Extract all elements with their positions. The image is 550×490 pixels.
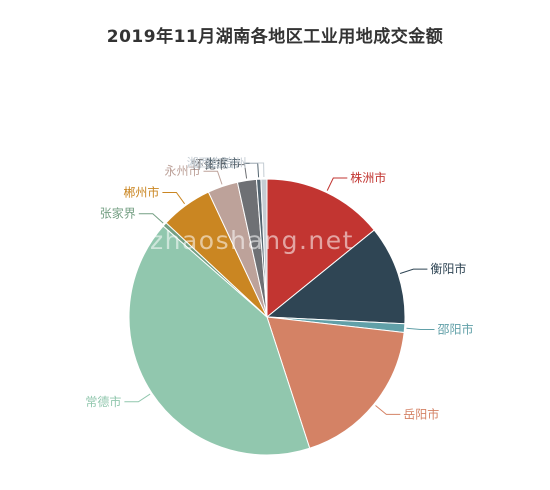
slice-label-10: 湘西自治州 <box>187 155 247 170</box>
pie-slice-1[interactable] <box>265 229 406 325</box>
leader-line-0 <box>326 177 348 191</box>
slice-label-4: 常德市 <box>85 394 121 409</box>
chart-title: 2019年11月湖南各地区工业用地成交金额 <box>106 27 444 47</box>
leader-line-6 <box>162 192 186 205</box>
pie-slices <box>128 178 406 456</box>
leader-line-2 <box>406 327 435 330</box>
slice-label-9: 娄底市 <box>205 155 241 170</box>
leader-line-8 <box>230 164 248 179</box>
leader-line-1 <box>399 268 428 274</box>
slice-label-7: 永州市 <box>164 163 200 178</box>
slice-label-0: 株洲市 <box>350 170 386 185</box>
pie-slice-0[interactable] <box>266 178 375 319</box>
watermark: zhaoshang.net <box>150 226 354 255</box>
leader-line-4 <box>124 393 151 403</box>
slice-label-5: 张家界 <box>100 206 136 221</box>
slice-label-6: 郴州市 <box>123 185 159 200</box>
slice-label-1: 衡阳市 <box>430 261 466 276</box>
pie-slice-3[interactable] <box>266 316 405 449</box>
pie-slice-10[interactable] <box>260 178 268 318</box>
leader-line-10 <box>249 162 265 178</box>
slice-label-8: 怀化市 <box>192 157 228 172</box>
slice-label-2: 邵阳市 <box>438 322 474 337</box>
leader-line-7 <box>203 170 223 185</box>
leader-line-5 <box>138 213 164 224</box>
leader-lines <box>124 162 435 415</box>
slice-label-3: 岳阳市 <box>403 406 439 421</box>
pie-slice-4[interactable] <box>128 225 311 456</box>
leader-line-3 <box>375 405 401 415</box>
